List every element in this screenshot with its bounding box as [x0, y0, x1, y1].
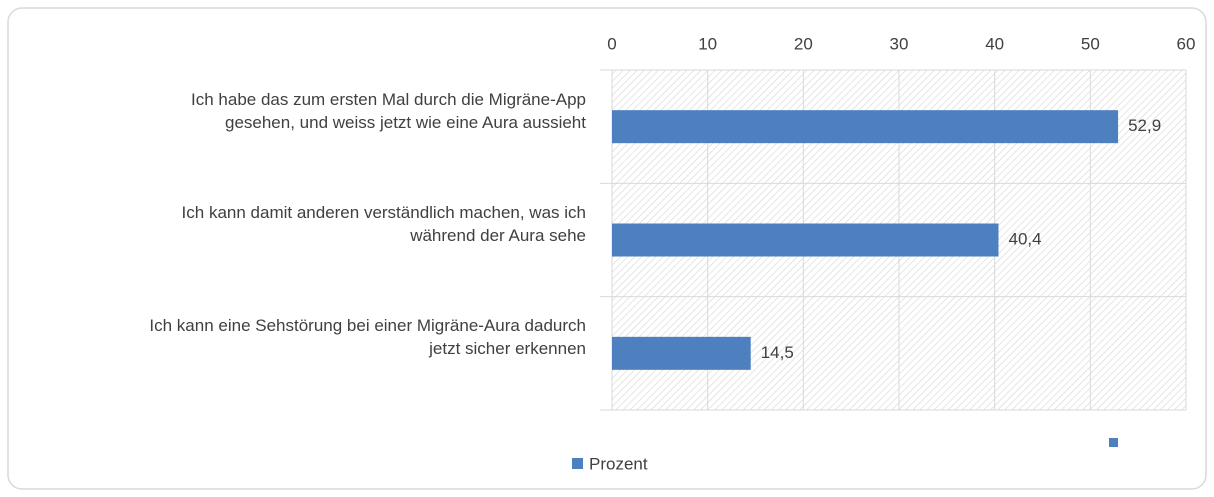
x-tick-label: 50: [1081, 34, 1100, 53]
x-tick-label: 60: [1177, 34, 1196, 53]
y-tick-label: Ich kann eine Sehstörung bei einer Migrä…: [149, 316, 586, 359]
data-label: 52,9: [1128, 116, 1161, 135]
x-tick-label: 10: [698, 34, 717, 53]
data-label: 40,4: [1008, 229, 1041, 248]
data-label: 14,5: [761, 343, 794, 362]
legend-label: Prozent: [589, 454, 648, 473]
bar: [612, 223, 999, 257]
bar: [612, 336, 751, 370]
legend-artifact: [1109, 438, 1118, 447]
x-tick-label: 0: [607, 34, 616, 53]
y-tick-label: Ich habe das zum ersten Mal durch die Mi…: [191, 89, 586, 132]
x-tick-label: 20: [794, 34, 813, 53]
x-tick-label: 40: [985, 34, 1004, 53]
y-tick-label: Ich kann damit anderen verständlich mach…: [181, 203, 586, 245]
x-tick-label: 30: [890, 34, 909, 53]
legend-swatch: [572, 458, 583, 469]
bar: [612, 110, 1119, 144]
